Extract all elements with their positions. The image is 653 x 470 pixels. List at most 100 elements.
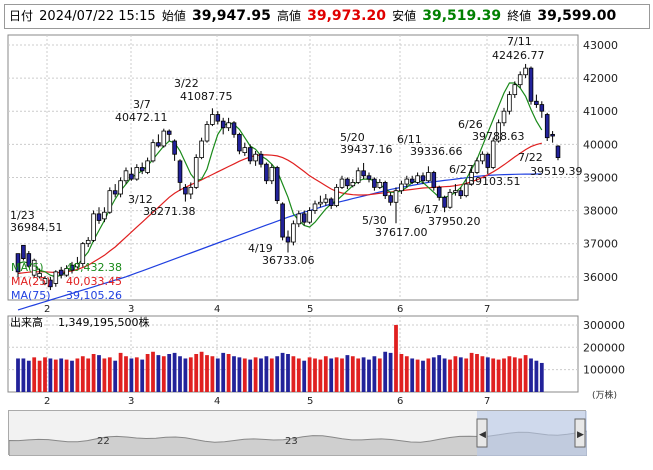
candle-body bbox=[409, 178, 415, 183]
candle-body bbox=[474, 160, 480, 173]
candle-body bbox=[102, 211, 107, 220]
candle-body bbox=[204, 124, 210, 142]
annotation-value: 39103.51 bbox=[468, 175, 521, 188]
volume-bar bbox=[43, 357, 47, 392]
volume-bar bbox=[188, 357, 193, 392]
candle-body bbox=[528, 67, 534, 102]
candle-body bbox=[31, 259, 37, 276]
annotation-value: 38271.38 bbox=[143, 205, 196, 218]
volume-bar bbox=[269, 358, 274, 392]
ma25-line bbox=[17, 142, 542, 275]
chevron-right-icon: ▶ bbox=[577, 430, 584, 440]
annotation-value: 40472.11 bbox=[115, 111, 168, 124]
chevron-left-icon: ◀ bbox=[479, 430, 486, 440]
volume-bar bbox=[242, 358, 247, 392]
navigator-overview: ◀ ▶ 22 23 bbox=[9, 411, 587, 456]
annotation-value: 37617.00 bbox=[375, 226, 428, 239]
volume-bar bbox=[475, 354, 479, 392]
volume-bar bbox=[318, 359, 323, 392]
candle-body bbox=[496, 122, 501, 142]
month-tick-label: 7 bbox=[484, 304, 490, 315]
volume-bar bbox=[172, 352, 177, 392]
price-tick-label: 39000 bbox=[583, 171, 618, 184]
candle-body bbox=[377, 182, 383, 188]
annotation-date: 3/12 bbox=[128, 193, 153, 206]
volume-bar bbox=[340, 358, 344, 392]
candle-body bbox=[183, 186, 188, 195]
volume-bar bbox=[145, 354, 150, 392]
annotation-date: 4/19 bbox=[248, 242, 273, 255]
candle-body bbox=[420, 175, 426, 182]
price-tick-label: 40000 bbox=[583, 138, 618, 151]
volume-bar bbox=[334, 357, 339, 392]
candle-body bbox=[107, 190, 113, 213]
open-value: 39,947.95 bbox=[191, 8, 271, 24]
volume-bar bbox=[502, 358, 506, 392]
annotation-date: 6/11 bbox=[397, 133, 422, 146]
price-panel: 36000 37000 38000 39000 40000 41000 42000 43000… bbox=[7, 34, 618, 315]
candle-body bbox=[15, 253, 21, 273]
volume-bar bbox=[394, 324, 398, 392]
volume-bar bbox=[226, 354, 231, 392]
volume-bar bbox=[129, 358, 134, 392]
candle-body bbox=[399, 183, 404, 192]
candle-body bbox=[323, 198, 329, 203]
volume-bar bbox=[485, 357, 490, 392]
candle-body bbox=[550, 133, 555, 137]
candle-body bbox=[264, 163, 269, 182]
volume-value: 1,349,195,500株 bbox=[58, 315, 149, 329]
candle-body bbox=[480, 153, 485, 162]
candle-body bbox=[539, 104, 545, 112]
volume-bar bbox=[16, 358, 20, 392]
volume-bar bbox=[523, 355, 528, 392]
price-tick-label: 42000 bbox=[583, 72, 618, 85]
candle-body bbox=[458, 190, 464, 197]
candle-body bbox=[48, 279, 53, 288]
volume-bar bbox=[118, 352, 123, 392]
volume-bar bbox=[350, 356, 355, 392]
volume-bar bbox=[534, 360, 539, 392]
volume-bar bbox=[507, 356, 512, 392]
price-tick-label: 36000 bbox=[583, 271, 618, 284]
candle-body bbox=[134, 167, 140, 180]
legend-ma5-value: 40,432.38 bbox=[66, 261, 122, 274]
candle-body bbox=[253, 153, 258, 162]
navigator-selection[interactable] bbox=[477, 411, 587, 456]
navigator-right-handle[interactable] bbox=[574, 418, 586, 448]
volume-bar bbox=[248, 359, 253, 392]
volume-bar bbox=[264, 356, 269, 392]
volume-bar bbox=[64, 359, 69, 392]
volume-bar bbox=[410, 358, 415, 392]
navigator-left-handle[interactable] bbox=[476, 418, 488, 448]
navigator-label-23: 23 bbox=[285, 436, 298, 447]
legend-ma5: MA(5) bbox=[11, 261, 44, 274]
volume-bar bbox=[361, 357, 366, 392]
candle-body bbox=[301, 213, 307, 223]
annotation-value: 36733.06 bbox=[262, 254, 315, 267]
candle-body bbox=[404, 178, 410, 185]
candle-body bbox=[285, 236, 291, 243]
candle-body bbox=[485, 153, 491, 168]
volume-bar bbox=[215, 358, 220, 392]
candle-body bbox=[393, 190, 399, 203]
annotation-value: 39519.39 bbox=[530, 165, 583, 178]
month-tick-label: 7 bbox=[484, 396, 490, 407]
close-label: 終値 bbox=[507, 9, 532, 23]
candle-body bbox=[339, 178, 345, 188]
annotation-date: 6/27 bbox=[449, 163, 474, 176]
volume-bar bbox=[253, 357, 258, 392]
volume-bar bbox=[529, 358, 533, 392]
range-navigator[interactable]: ◀ ▶ 22 23 bbox=[8, 410, 587, 456]
candle-body bbox=[426, 172, 431, 182]
candle-body bbox=[415, 175, 420, 183]
volume-bar bbox=[323, 356, 328, 392]
annotation-date: 6/17 bbox=[414, 203, 439, 216]
volume-label: 出来高 bbox=[10, 315, 43, 329]
volume-bar bbox=[178, 356, 182, 392]
month-tick-label: 4 bbox=[214, 304, 220, 315]
month-tick-label: 2 bbox=[44, 304, 50, 315]
volume-bar bbox=[296, 358, 301, 392]
volume-bar bbox=[329, 358, 334, 392]
volume-bar bbox=[86, 358, 91, 392]
